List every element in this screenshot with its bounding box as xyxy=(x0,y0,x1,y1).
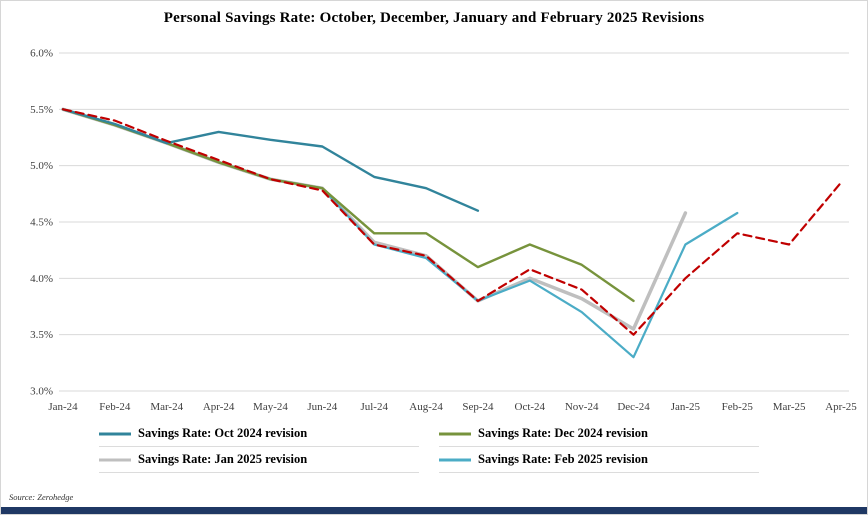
legend-item-jan-2025-revision: Savings Rate: Jan 2025 revision xyxy=(99,449,419,473)
y-tick-label: 3.5% xyxy=(30,329,53,341)
series-line-4 xyxy=(61,108,843,336)
x-tick-label: Jul-24 xyxy=(360,401,388,413)
x-tick-label: Aug-24 xyxy=(409,401,443,413)
legend-swatch-jan xyxy=(99,458,131,461)
x-tick-label: Jan-25 xyxy=(671,401,701,413)
legend-swatch-oct xyxy=(99,432,131,435)
y-tick-label: 4.5% xyxy=(30,217,53,229)
x-tick-label: Mar-24 xyxy=(150,401,183,413)
legend-item-dec-2024-revision: Savings Rate: Dec 2024 revision xyxy=(439,423,759,447)
x-tick-label: Nov-24 xyxy=(565,401,599,413)
series-line-1 xyxy=(61,108,635,303)
legend-item-feb-2025-revision: Savings Rate: Feb 2025 revision xyxy=(439,449,759,473)
legend: Savings Rate: Oct 2024 revision Savings … xyxy=(1,423,867,473)
x-tick-label: Jan-24 xyxy=(48,401,78,413)
x-tick-label: May-24 xyxy=(253,401,288,413)
y-tick-label: 6.0% xyxy=(30,48,53,60)
legend-swatch-dec xyxy=(439,432,471,435)
x-tick-label: Dec-24 xyxy=(617,401,650,413)
legend-swatch-feb xyxy=(439,458,471,461)
bottom-accent-bar xyxy=(1,507,867,514)
x-tick-label: Oct-24 xyxy=(515,401,546,413)
source-attribution: Source: Zerohedge xyxy=(9,492,74,502)
x-tick-label: Jun-24 xyxy=(307,401,337,413)
x-tick-label: Feb-25 xyxy=(722,401,754,413)
x-tick-label: Apr-24 xyxy=(203,401,235,413)
chart-title: Personal Savings Rate: October, December… xyxy=(163,10,705,26)
chart-plot-area: 3.0% 3.5% 4.0% 4.5% 5.0% 5.5% 6.0% Jan-24 Feb-24… xyxy=(30,48,857,414)
y-tick-label: 5.0% xyxy=(30,160,53,172)
y-tick-label: 3.0% xyxy=(30,386,53,398)
x-tick-label: Apr-25 xyxy=(825,401,857,413)
legend-item-oct-2024-revision: Savings Rate: Oct 2024 revision xyxy=(99,423,419,447)
y-tick-label: 4.0% xyxy=(30,273,53,285)
series-line-0 xyxy=(61,108,480,212)
y-tick-label: 5.5% xyxy=(30,104,53,116)
x-tick-label: Mar-25 xyxy=(773,401,806,413)
x-tick-label: Feb-24 xyxy=(99,401,131,413)
series-line-2 xyxy=(61,107,688,331)
legend-label-oct-2024-revision: Savings Rate: Oct 2024 revision xyxy=(138,426,308,440)
x-tick-label: Sep-24 xyxy=(462,401,494,413)
legend-label-dec-2024-revision: Savings Rate: Dec 2024 revision xyxy=(478,426,648,440)
legend-label-feb-2025-revision: Savings Rate: Feb 2025 revision xyxy=(478,452,648,466)
legend-label-jan-2025-revision: Savings Rate: Jan 2025 revision xyxy=(138,452,308,466)
